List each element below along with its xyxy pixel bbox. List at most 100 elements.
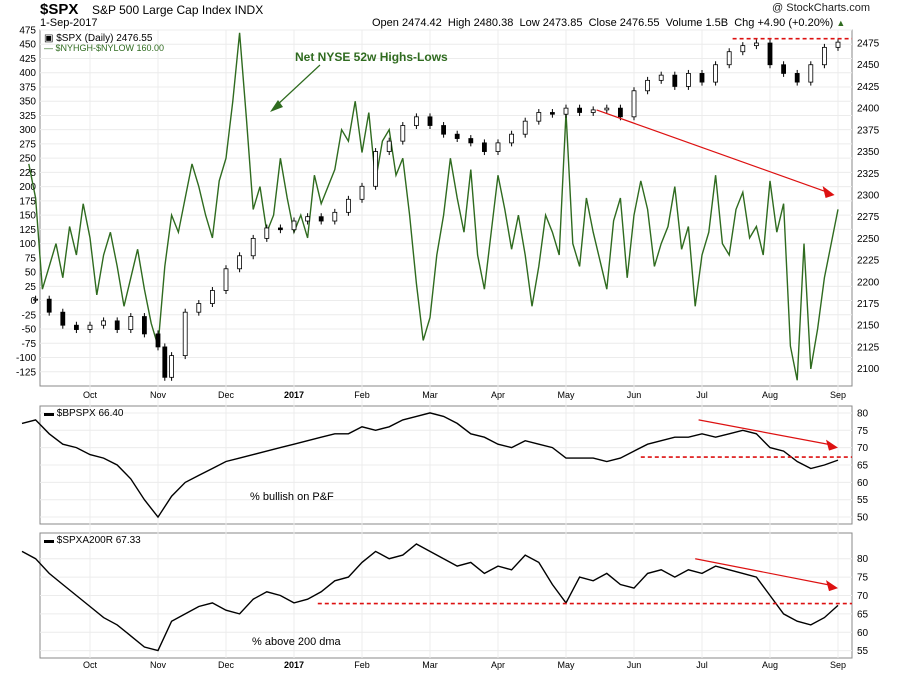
right-tick-label: 2275 [857,212,880,223]
spx-candle [808,64,814,83]
spx-candle [767,42,773,66]
right-tick-label: 80 [857,554,869,565]
chart-date: 1-Sep-2017 [40,17,98,29]
spx-candle [400,125,406,142]
x-tick-label: Apr [491,660,505,670]
x-tick-label: Oct [83,660,98,670]
spx-candle [468,138,474,144]
right-tick-label: 2425 [857,82,880,93]
spx-candle [46,298,52,313]
x-tick-label: Mar [422,390,438,400]
right-tick-label: 2375 [857,125,880,136]
annotation-arrow-line [275,64,321,107]
spx-candle [522,120,528,135]
spx-candle [250,237,256,257]
spx-candle [781,64,786,74]
x-tick-label: Mar [422,660,438,670]
spx-candle [699,73,705,83]
spx-candle [645,79,650,92]
left-tick-label: 50 [25,268,37,279]
legend-spxa200r: ▬ $SPXA200R 67.33 [44,535,141,546]
annotation-arrow-head [270,100,283,112]
left-tick-label: 75 [25,253,37,264]
high-value: 2480.38 [473,17,514,29]
right-tick-label: 2150 [857,321,880,332]
spx-candle [332,211,338,222]
right-tick-label: 2200 [857,277,880,288]
spx-candle [209,290,215,304]
right-tick-label: 75 [857,573,869,584]
right-tick-label: 2475 [857,39,880,50]
spx-candle [155,333,161,348]
spx-candle [577,107,582,113]
spx-candle [441,125,447,135]
spx-candle [454,133,460,139]
spx-candle [672,74,678,87]
x-tick-label: Aug [762,390,778,400]
right-tick-label: 60 [857,628,869,639]
spx-candle [305,216,311,222]
spx-candle [345,198,351,213]
left-tick-label: 125 [19,225,36,236]
right-tick-label: 55 [857,646,869,657]
left-tick-label: -75 [22,339,37,350]
spx-candle [509,133,515,144]
left-tick-label: 350 [19,97,36,108]
x-tick-label: Jul [696,660,708,670]
x-tick-label: Jul [696,390,708,400]
left-tick-label: -100 [16,353,36,364]
x-tick-label: May [557,390,575,400]
spx-candle [237,255,243,270]
left-tick-label: 275 [19,139,36,150]
x-tick-label: Jun [627,390,642,400]
legend-breadth: — $NYHGH-$NYLOW 160.00 [44,43,164,53]
right-tick-label: 50 [857,513,869,524]
left-tick-label: -25 [22,310,37,321]
ohlc-readout: Open 2474.42 High 2480.38 Low 2473.85 Cl… [372,17,845,29]
spx-candle [182,311,188,357]
right-tick-label: 80 [857,408,869,419]
right-tick-label: 2250 [857,234,880,245]
volume-value: 1.5B [705,17,729,29]
spx-candle [550,112,555,115]
spx-candle [196,303,202,313]
left-tick-label: -125 [16,367,36,378]
spx-candle [223,268,229,291]
spx-candle [101,320,106,326]
symbol-title: $SPX [40,1,79,18]
breadth-series-line [28,32,839,381]
right-tick-label: 70 [857,443,869,454]
spx-candle [74,324,79,330]
left-tick-label: 300 [19,125,36,136]
chg-label: Chg [734,17,755,29]
spx-candle [413,116,419,126]
spx-candle [264,227,270,239]
trend-arrow-line [596,109,827,193]
right-tick-label: 60 [857,478,869,489]
spx-candle [713,64,718,83]
spx-candle [169,355,175,378]
spx-candle [87,324,93,330]
x-tick-label: 2017 [284,390,304,400]
left-tick-label: 150 [19,211,36,222]
spx-candle [563,107,569,115]
spx-candle [618,107,623,118]
bpspx-series-line [21,412,839,519]
right-tick-label: 70 [857,591,869,602]
spx-candle [277,227,283,231]
left-tick-label: -50 [22,325,37,336]
spx-candle [318,216,324,222]
high-label: High [447,17,471,29]
spx-candle [536,112,542,122]
right-tick-label: 65 [857,461,869,472]
legend-bpspx: ▬ $BPSPX 66.40 [44,408,124,419]
x-tick-label: Sep [830,660,846,670]
right-tick-label: 2400 [857,104,880,115]
trend-arrow-line [698,419,831,446]
spxa200r-annotation: % above 200 dma [252,636,342,648]
spx-candle [33,298,38,301]
x-tick-label: Feb [354,660,370,670]
spx-candle [604,107,610,111]
open-label: Open [372,17,399,29]
